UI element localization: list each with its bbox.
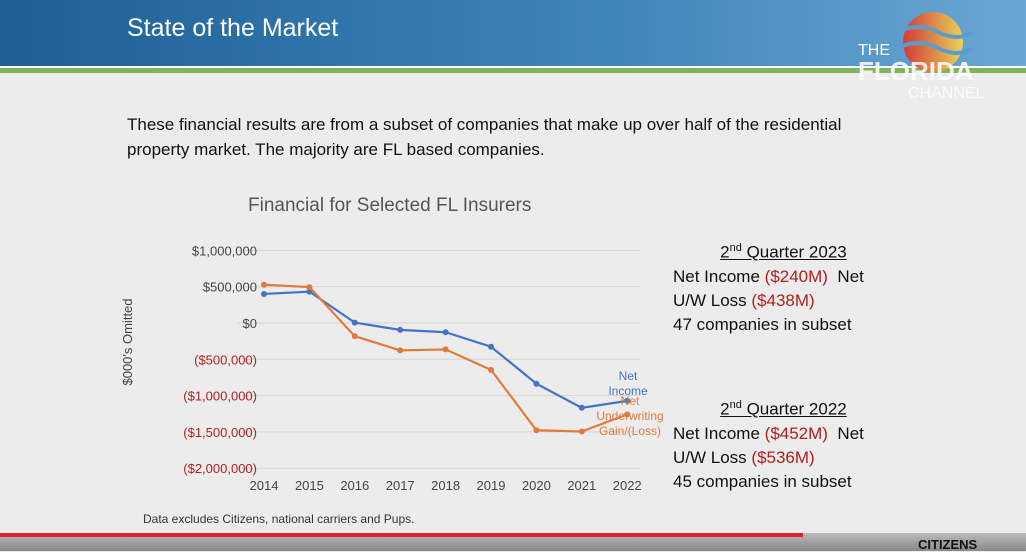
sun-icon: THE FLORIDA CHANNEL — [858, 12, 985, 102]
y-tick-label: $500,000 — [203, 280, 257, 295]
series-label: Underwriting — [596, 409, 663, 423]
chart-title: Financial for Selected FL Insurers — [248, 195, 532, 216]
video-controls-bar[interactable] — [0, 533, 1026, 551]
y-tick-label: ($2,000,000) — [183, 461, 257, 476]
data-point — [533, 380, 540, 387]
data-point — [397, 347, 404, 354]
data-point — [624, 397, 631, 404]
data-point — [397, 326, 404, 333]
y-axis-label: $000's Omitted — [120, 298, 135, 385]
x-tick-label: 2020 — [522, 478, 551, 493]
y-tick-label: ($500,000) — [194, 352, 257, 367]
data-point — [306, 284, 313, 291]
data-point — [624, 411, 631, 418]
data-point — [578, 428, 585, 435]
data-point — [442, 329, 449, 336]
citizens-logo: CITIZENS — [918, 537, 978, 552]
y-tick-label: ($1,500,000) — [183, 425, 257, 440]
x-tick-label: 2014 — [250, 478, 279, 493]
data-point — [351, 319, 358, 326]
florida-channel-logo: THE FLORIDA CHANNEL — [858, 10, 998, 105]
data-point — [533, 427, 540, 434]
x-tick-label: 2017 — [386, 478, 415, 493]
series-label: Gain/(Loss) — [599, 424, 661, 438]
data-point — [261, 281, 267, 288]
intro-text: These financial results are from a subse… — [127, 115, 842, 159]
video-progress-bar[interactable] — [0, 533, 803, 537]
x-tick-label: 2019 — [477, 478, 506, 493]
data-point — [488, 366, 494, 373]
data-point — [488, 343, 494, 350]
q2-2023-summary: 2nd Quarter 2023 Net Income ($240M) Net … — [673, 242, 864, 334]
series-line — [263, 283, 628, 433]
y-tick-label: ($1,000,000) — [183, 389, 257, 404]
slide-header: State of the Market — [0, 0, 1026, 66]
data-point — [578, 404, 585, 411]
header-stripe — [0, 66, 1026, 73]
x-tick-label: 2018 — [431, 478, 460, 493]
data-point — [261, 290, 267, 297]
data-point — [351, 333, 358, 340]
series-label: Net — [621, 394, 640, 408]
series-label: Income — [608, 384, 648, 398]
slide-title: State of the Market — [127, 14, 339, 42]
x-tick-label: 2021 — [567, 478, 596, 493]
svg-text:THE: THE — [858, 42, 890, 59]
data-point — [442, 346, 449, 353]
q2-2022-summary: 2nd Quarter 2022 Net Income ($452M) Net … — [673, 399, 864, 491]
series-label: Net — [619, 369, 638, 383]
y-tick-label: $1,000,000 — [192, 243, 257, 258]
x-tick-label: 2022 — [613, 478, 642, 493]
svg-text:FLORIDA: FLORIDA — [858, 56, 974, 86]
svg-text:CHANNEL: CHANNEL — [908, 85, 985, 100]
y-tick-label: $0 — [243, 316, 257, 331]
data-note: Data excludes Citizens, national carrier… — [143, 512, 415, 526]
x-tick-label: 2015 — [295, 478, 324, 493]
line-chart: $1,000,000 $500,000 $0 ($500,000) ($1,000,00… — [120, 243, 664, 493]
x-tick-label: 2016 — [340, 478, 369, 493]
